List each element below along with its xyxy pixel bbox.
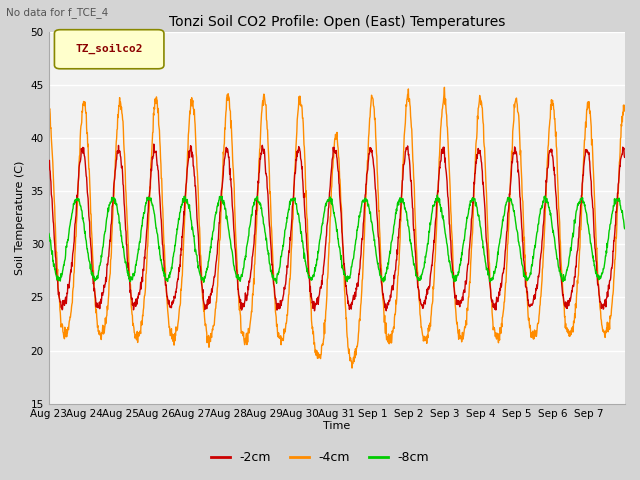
Legend: -2cm, -4cm, -8cm: -2cm, -4cm, -8cm — [206, 446, 434, 469]
Title: Tonzi Soil CO2 Profile: Open (East) Temperatures: Tonzi Soil CO2 Profile: Open (East) Temp… — [169, 15, 505, 29]
Text: TZ_soilco2: TZ_soilco2 — [76, 44, 143, 54]
X-axis label: Time: Time — [323, 421, 351, 432]
Text: No data for f_TCE_4: No data for f_TCE_4 — [6, 7, 109, 18]
Y-axis label: Soil Temperature (C): Soil Temperature (C) — [15, 160, 25, 275]
FancyBboxPatch shape — [54, 30, 164, 69]
